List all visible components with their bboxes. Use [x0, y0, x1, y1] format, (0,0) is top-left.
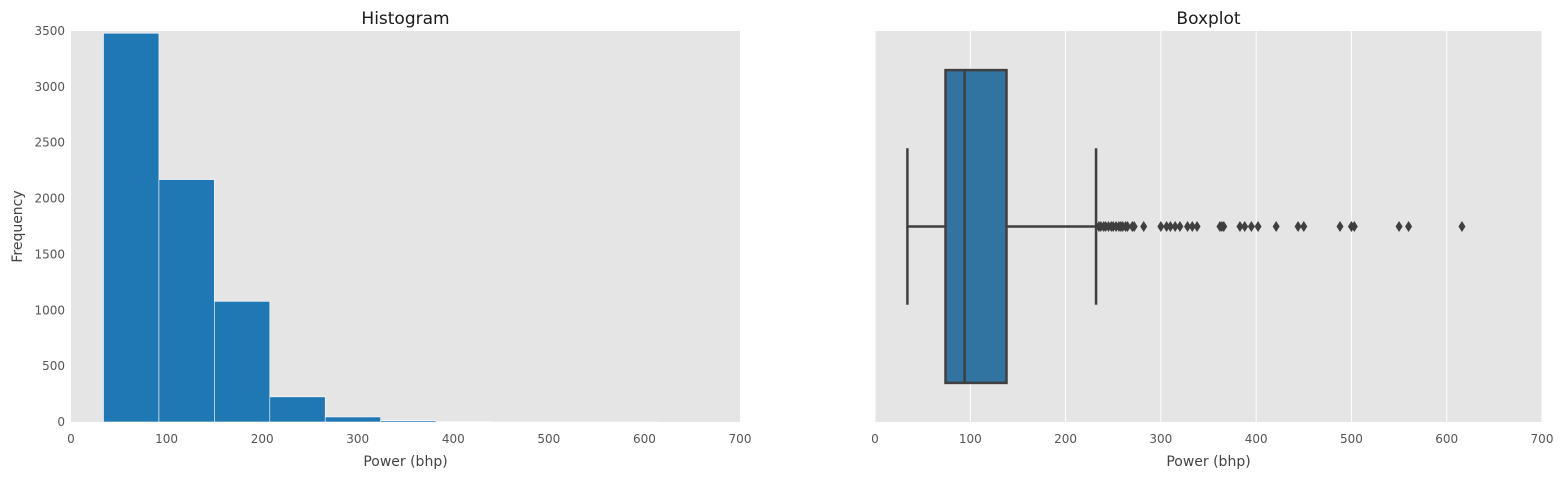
histogram-y-ticks: 0 500 1000 1500 2000 2500 3000 3500 — [34, 24, 65, 429]
boxplot-outlier-marker — [1236, 221, 1244, 232]
boxplot-outlier-marker — [1184, 221, 1192, 232]
boxplot-outlier-marker — [1247, 221, 1255, 232]
boxplot-x-tick-label: 700 — [1531, 432, 1554, 446]
histogram-x-tick-label: 400 — [442, 432, 465, 446]
histogram-y-tick-label: 2000 — [34, 192, 65, 206]
boxplot-x-tick-label: 500 — [1340, 432, 1363, 446]
boxplot-outlier-marker — [1130, 221, 1138, 232]
boxplot-outlier-marker — [1458, 221, 1466, 232]
boxplot-outlier-marker — [1272, 221, 1280, 232]
boxplot-outlier-marker — [1140, 221, 1148, 232]
histogram-y-tick-label: 2500 — [34, 136, 65, 150]
histogram-y-tick-label: 500 — [42, 359, 65, 373]
boxplot-outlier-marker — [1294, 221, 1302, 232]
boxplot-outlier-marker — [1220, 221, 1228, 232]
histogram-bar-3 — [214, 301, 271, 423]
boxplot-outlier-marker — [1405, 221, 1413, 232]
histogram-x-tick-label: 500 — [537, 432, 560, 446]
histogram-x-tick-label: 0 — [67, 432, 75, 446]
boxplot-x-tick-label: 600 — [1435, 432, 1458, 446]
histogram-bar-5 — [324, 416, 381, 423]
boxplot-title: Boxplot — [1176, 9, 1241, 29]
histogram-bar-4 — [269, 396, 326, 423]
histogram-y-tick-label: 1500 — [34, 247, 65, 261]
histogram-chart: 0 100 200 300 400 500 600 700 0 500 1000 1500 2000 2… — [10, 9, 751, 470]
histogram-y-tick-label: 1000 — [34, 303, 65, 317]
histogram-x-tick-label: 200 — [251, 432, 274, 446]
boxplot-outlier-marker — [1241, 221, 1249, 232]
histogram-bars — [103, 32, 659, 423]
boxplot-outlier-marker — [1176, 221, 1184, 232]
boxplot-outlier-marker — [1188, 221, 1196, 232]
boxplot-outlier-marker — [1300, 221, 1308, 232]
boxplot-outlier-marker — [1193, 221, 1201, 232]
histogram-x-tick-label: 300 — [346, 432, 369, 446]
histogram-y-tick-label: 3000 — [34, 80, 65, 94]
histogram-title: Histogram — [361, 9, 449, 29]
boxplot-outlier-marker — [1124, 221, 1132, 232]
boxplot-outlier-marker — [1254, 221, 1262, 232]
histogram-x-tick-label: 100 — [155, 432, 178, 446]
histogram-y-axis-label: Frequency — [10, 190, 26, 262]
histogram-x-axis-label: Power (bhp) — [363, 454, 447, 470]
histogram-bar-2 — [158, 179, 215, 423]
boxplot-x-ticks: 0 100 200 300 400 500 600 700 — [871, 432, 1553, 446]
boxplot-x-tick-label: 200 — [1054, 432, 1077, 446]
boxplot-outlier-marker — [1336, 221, 1344, 232]
histogram-x-ticks: 0 100 200 300 400 500 600 700 — [67, 432, 751, 446]
boxplot-outlier-marker — [1350, 221, 1358, 232]
histogram-bar-1 — [103, 32, 160, 423]
boxplot-x-axis-label: Power (bhp) — [1166, 454, 1250, 470]
boxplot-box — [944, 68, 1008, 385]
histogram-y-tick-label: 0 — [57, 415, 65, 429]
boxplot-outlier-marker — [1166, 221, 1174, 232]
histogram-bar-6 — [380, 420, 437, 423]
boxplot-outlier-marker — [1395, 221, 1403, 232]
boxplot-outlier-marker — [1157, 221, 1165, 232]
boxplot-x-tick-label: 300 — [1149, 432, 1172, 446]
boxplot-chart: 0 100 200 300 400 500 600 700 Boxplot Power (bh… — [871, 9, 1553, 470]
boxplot-outliers — [1095, 221, 1466, 232]
histogram-y-tick-label: 3500 — [34, 24, 65, 38]
boxplot-x-tick-label: 100 — [959, 432, 982, 446]
boxplot-outlier-marker — [1171, 221, 1179, 232]
boxplot-x-tick-label: 0 — [871, 432, 879, 446]
boxplot-x-tick-label: 400 — [1245, 432, 1268, 446]
histogram-x-tick-label: 700 — [729, 432, 752, 446]
boxplot-outlier-marker — [1163, 221, 1171, 232]
histogram-x-tick-label: 600 — [633, 432, 656, 446]
